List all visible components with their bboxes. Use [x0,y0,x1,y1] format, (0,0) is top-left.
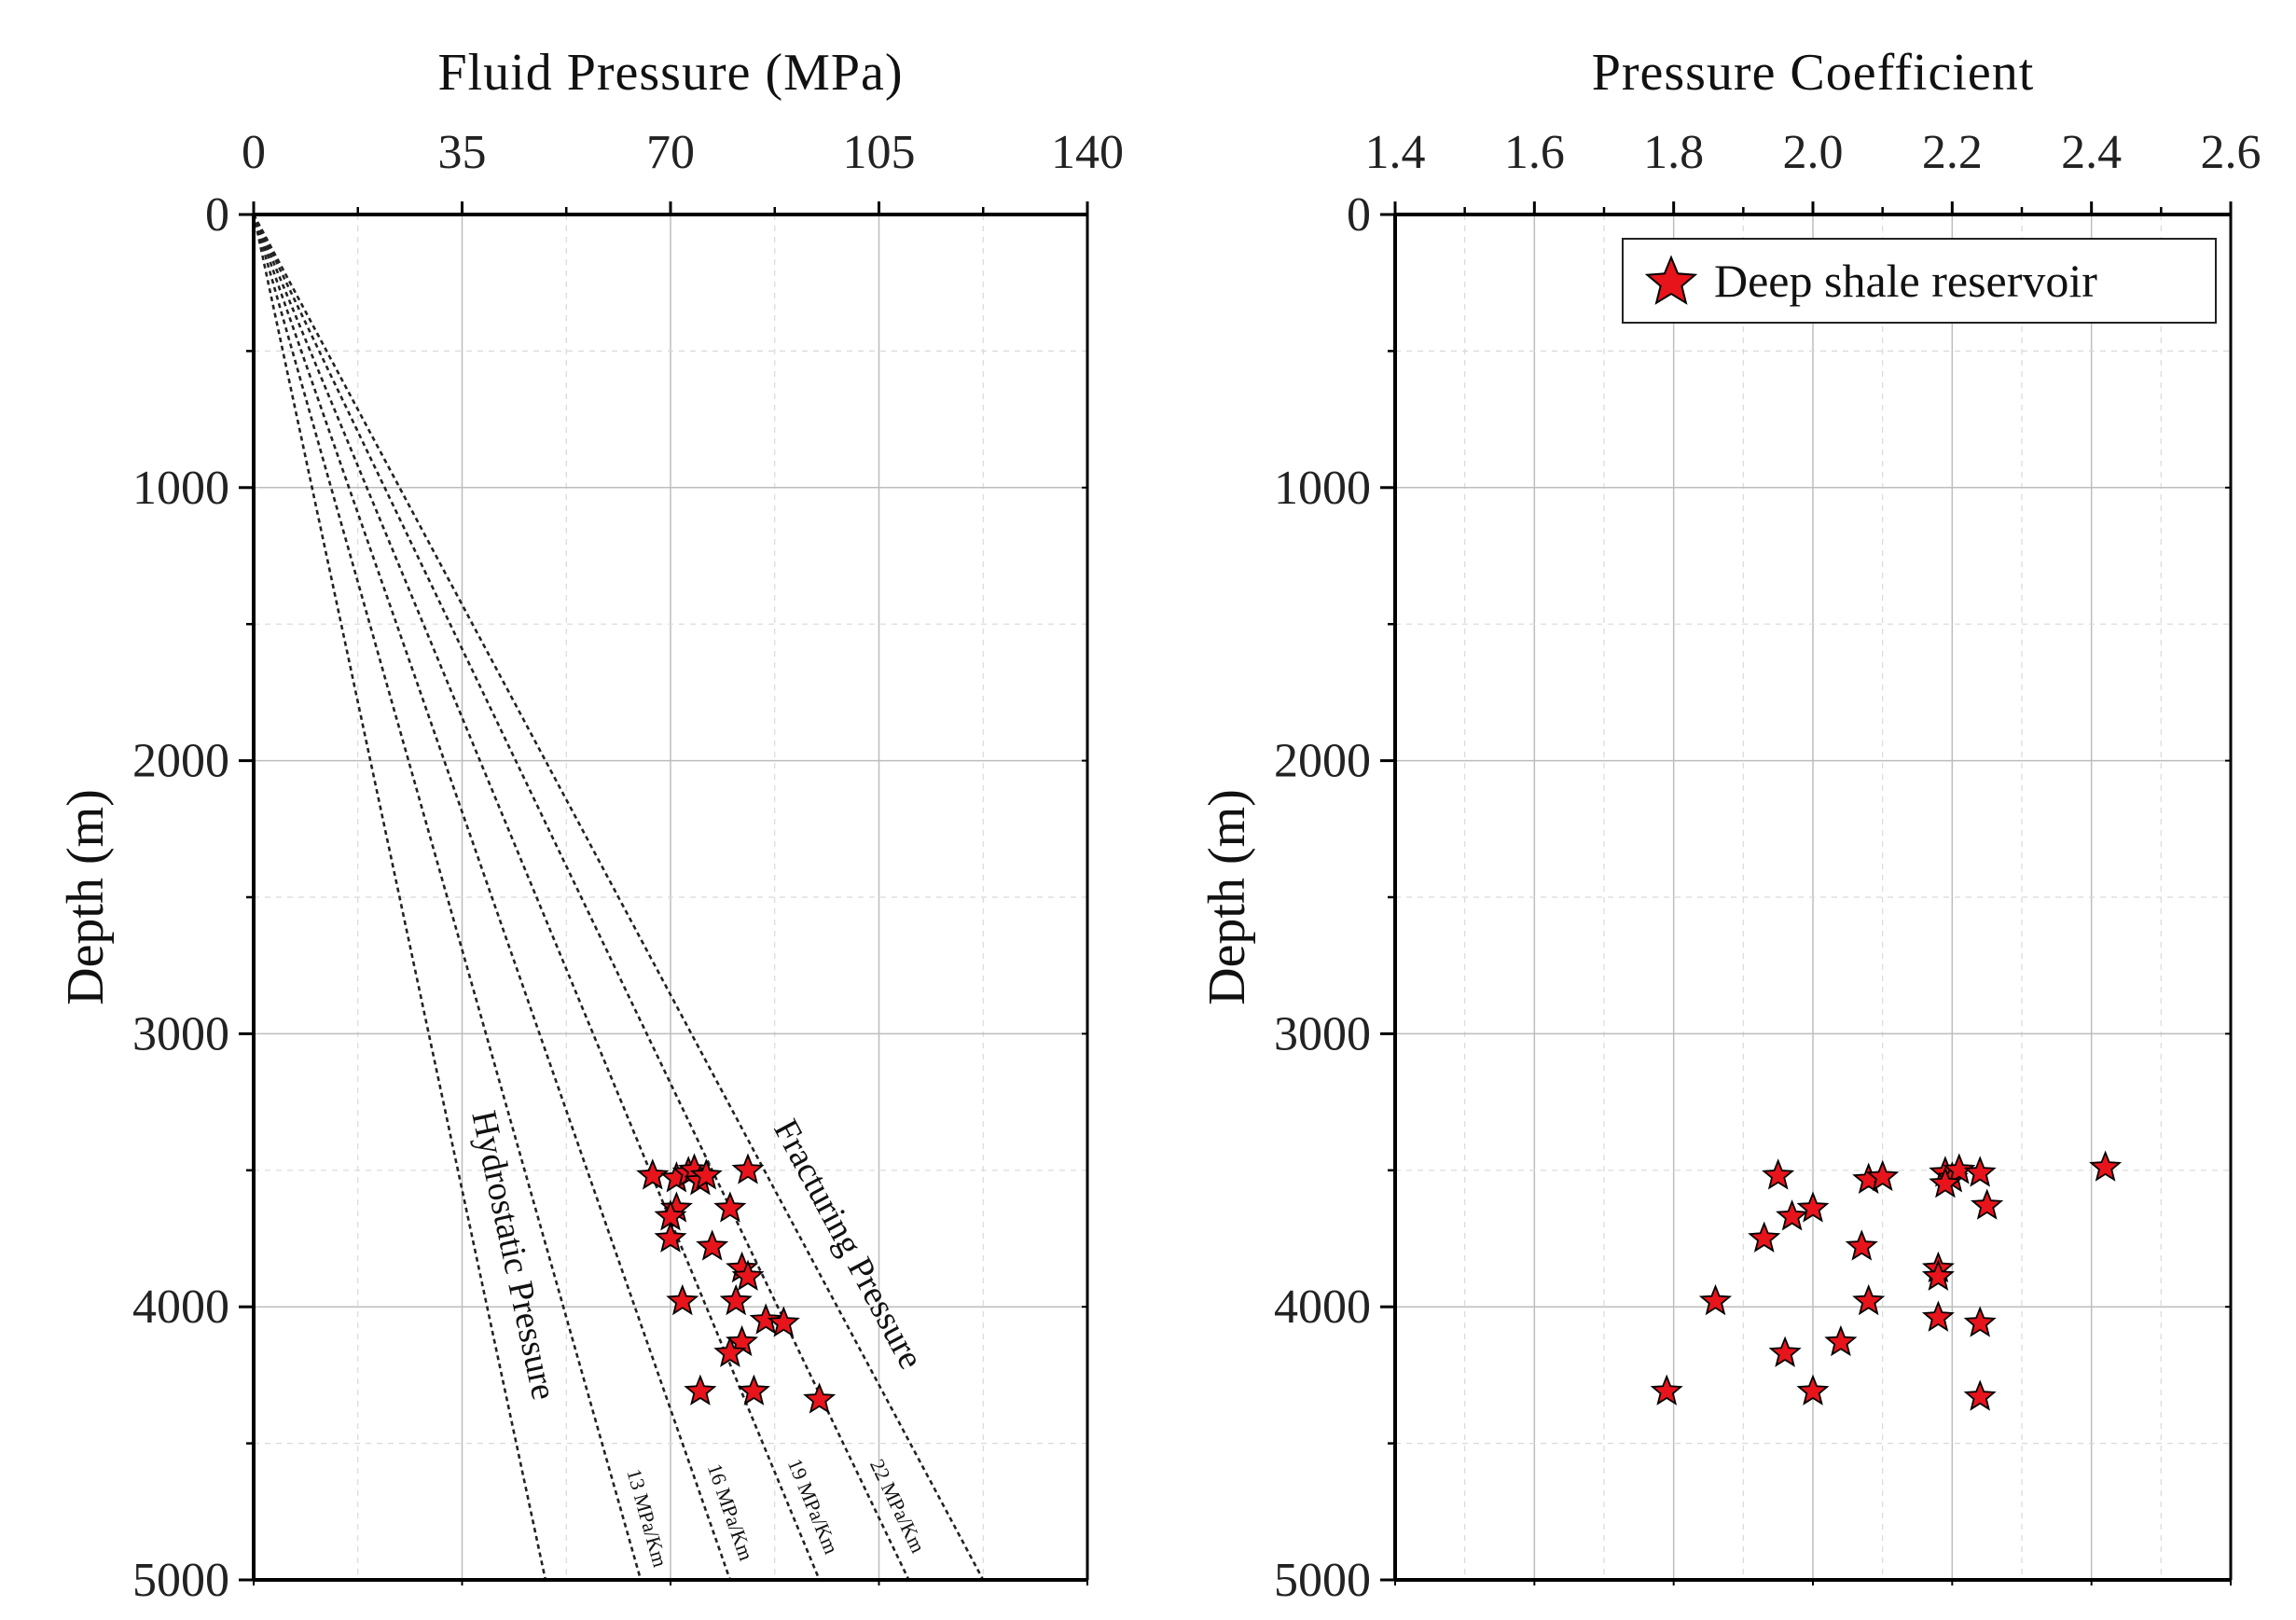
x-tick-label: 2.2 [1922,126,1983,179]
right-y-axis-title: Depth (m) [1198,789,1256,1005]
legend-star-icon [1644,255,1698,305]
y-tick-label: 3000 [132,1007,229,1060]
x-tick-label: 0 [242,126,266,179]
data-point-star [1852,1283,1886,1316]
right-axes-frame [1380,201,2233,1585]
x-tick-label: 35 [438,126,487,179]
data-point-star [1921,1300,1955,1332]
data-point-star [1650,1374,1683,1405]
left-x-tick-labels: 0 35 70 105 140 [242,126,1124,179]
data-point-star [737,1374,770,1405]
y-tick-label: 2000 [1274,735,1371,788]
data-point-star [1796,1191,1830,1223]
y-tick-label: 4000 [1274,1281,1371,1334]
curve-label: 19 MPa/Km [783,1455,844,1558]
curve-label: 22 MPa/Km [865,1455,930,1556]
data-point-star [1776,1199,1809,1231]
data-point-star [749,1303,782,1335]
gradient-line [252,214,821,1581]
left-y-tick-labels: 0 1000 2000 3000 4000 5000 [132,188,229,1607]
data-point-star [1796,1374,1830,1405]
right-data-points [1650,1150,2123,1411]
data-point-star [713,1191,747,1223]
data-point-star [713,1336,747,1367]
data-point-star [803,1382,837,1414]
x-tick-label: 1.4 [1365,126,1426,179]
curve-label: Hydrostatic Pressure [463,1107,563,1403]
curve-label: 16 MPa/Km [703,1461,758,1563]
y-tick-label: 0 [1347,188,1371,242]
x-tick-label: 70 [646,126,695,179]
data-point-star [731,1259,765,1291]
right-x-axis-title: Pressure Coefficient [1592,44,2035,102]
data-point-star [1845,1229,1878,1261]
y-tick-label: 4000 [132,1281,229,1334]
data-point-star [1824,1324,1858,1357]
data-point-star [1943,1153,1976,1184]
y-tick-label: 5000 [132,1554,229,1607]
gradient-line [252,214,547,1581]
legend-label: Deep shale reservoir [1714,255,2097,307]
data-point-star [1748,1221,1781,1253]
left-gridlines [254,215,1087,1580]
y-tick-label: 2000 [132,735,229,788]
data-point-star [1971,1188,2004,1220]
data-point-star [1698,1283,1733,1316]
y-tick-label: 0 [205,188,229,242]
left-axes-frame [239,201,1089,1585]
data-point-star [1762,1158,1795,1190]
data-point-star [1963,1306,1997,1337]
right-y-tick-labels: 0 1000 2000 3000 4000 5000 [1274,188,1371,1607]
data-point-star [1768,1336,1802,1367]
x-tick-label: 2.6 [2201,126,2261,179]
right-x-tick-labels: 1.4 1.6 1.8 2.0 2.2 2.4 2.6 [1365,126,2261,179]
x-tick-label: 2.0 [1783,126,1844,179]
y-tick-label: 3000 [1274,1007,1371,1060]
data-point-star [636,1158,670,1190]
data-point-star [731,1153,765,1184]
pressure-coefficient-panel: 1.4 1.6 1.8 2.0 2.2 2.4 2.6 0 1000 2000 3000 4000 5… [1198,44,2261,1607]
legend-box [1622,238,2217,324]
data-point-star [666,1283,699,1316]
x-tick-label: 140 [1051,126,1124,179]
gradient-line [252,214,910,1581]
y-tick-label: 1000 [132,462,229,515]
data-point-star [719,1283,753,1316]
fluid-pressure-panel: 0 35 70 105 140 0 1000 2000 3000 4000 5000 Fluid … [57,44,1124,1607]
data-point-star [1921,1259,1955,1291]
data-point-star [1866,1159,1900,1192]
y-tick-label: 5000 [1274,1554,1371,1607]
x-tick-label: 2.4 [2061,126,2122,179]
pressure-gradient-lines [252,214,985,1581]
left-y-axis-title: Depth (m) [57,789,115,1005]
curve-label: 13 MPa/Km [622,1466,672,1570]
data-point-star [767,1306,800,1337]
data-point-star [689,1158,723,1190]
gradient-line [252,214,985,1581]
x-tick-label: 105 [843,126,916,179]
data-point-star [1929,1166,1962,1198]
right-gridlines [1395,215,2231,1580]
data-point-star [1963,1156,1997,1187]
x-tick-label: 1.6 [1504,126,1565,179]
data-point-star [696,1229,729,1261]
left-x-axis-title: Fluid Pressure (MPa) [437,44,903,102]
y-tick-label: 1000 [1274,462,1371,515]
data-point-star [654,1221,687,1253]
x-tick-label: 1.8 [1643,126,1704,179]
data-point-star [684,1374,717,1405]
data-point-star [1963,1379,1997,1411]
left-data-points [636,1153,837,1414]
legend: Deep shale reservoir [1622,238,2217,324]
data-point-star [2089,1150,2123,1182]
gradient-line [252,214,732,1581]
gradient-line [252,214,643,1581]
